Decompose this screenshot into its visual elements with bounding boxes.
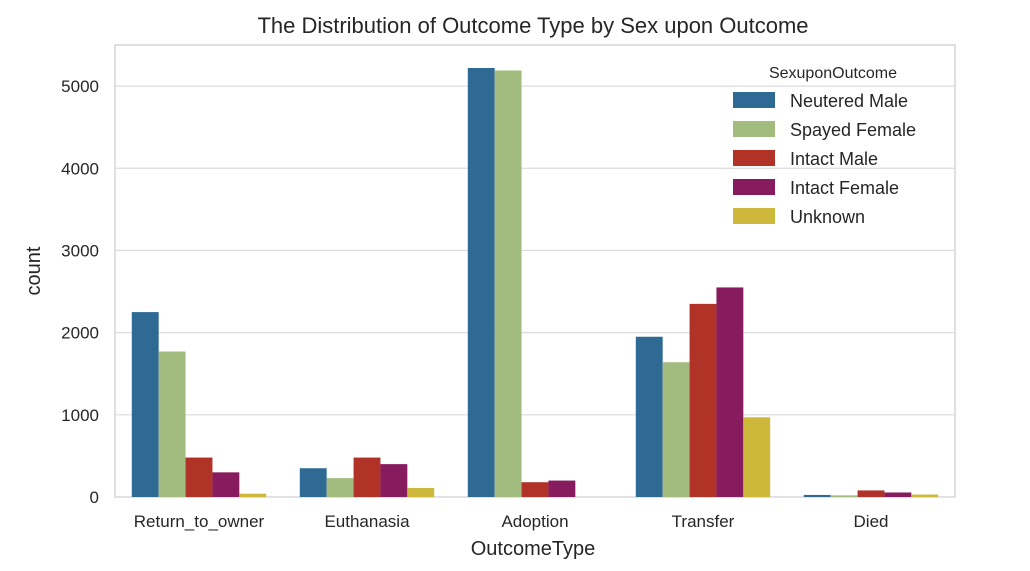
bar-unknown-died xyxy=(911,494,939,497)
y-tick-label: 1000 xyxy=(61,406,99,425)
bar-spayed-female-euthanasia xyxy=(326,478,354,497)
bar-intact-female-return_to_owner xyxy=(212,472,240,497)
bar-neutered-male-died xyxy=(803,494,831,497)
y-tick-label: 3000 xyxy=(61,241,99,260)
legend-label: Unknown xyxy=(790,207,865,227)
legend: SexuponOutcome Neutered Male Spayed Femal… xyxy=(733,65,916,227)
legend-swatch-spayed-female xyxy=(733,121,775,137)
legend-label: Spayed Female xyxy=(790,120,916,140)
bar-intact-female-adoption xyxy=(548,480,576,497)
legend-swatch-intact-female xyxy=(733,179,775,195)
legend-swatch-unknown xyxy=(733,208,775,224)
y-axis-ticks: 0 1000 2000 3000 4000 5000 xyxy=(61,77,99,507)
chart-title: The Distribution of Outcome Type by Sex … xyxy=(257,13,808,38)
y-axis-label: count xyxy=(23,246,45,295)
x-axis-ticks: Return_to_owner Euthanasia Adoption Transfe… xyxy=(134,512,889,531)
legend-swatch-intact-male xyxy=(733,150,775,166)
bar-unknown-euthanasia xyxy=(407,487,435,497)
bar-neutered-male-adoption xyxy=(467,68,495,497)
x-tick-label: Euthanasia xyxy=(324,512,410,531)
bar-spayed-female-return_to_owner xyxy=(158,351,186,497)
bar-intact-male-euthanasia xyxy=(353,457,381,497)
legend-title: SexuponOutcome xyxy=(769,65,897,82)
legend-label: Neutered Male xyxy=(790,91,908,111)
y-tick-label: 0 xyxy=(90,488,99,507)
bar-intact-female-died xyxy=(884,492,912,497)
bar-spayed-female-adoption xyxy=(494,70,522,497)
legend-label: Intact Male xyxy=(790,149,878,169)
x-tick-label: Died xyxy=(854,512,889,531)
bar-unknown-transfer xyxy=(743,417,771,497)
bar-intact-male-transfer xyxy=(689,303,717,497)
bar-unknown-return_to_owner xyxy=(239,493,267,497)
plot-area-background xyxy=(114,44,956,498)
y-tick-label: 4000 xyxy=(61,159,99,178)
bar-intact-female-euthanasia xyxy=(380,464,408,497)
bar-intact-male-died xyxy=(857,490,885,497)
bar-intact-female-transfer xyxy=(716,287,744,497)
bar-neutered-male-transfer xyxy=(635,336,663,497)
bars xyxy=(131,68,939,497)
legend-label: Intact Female xyxy=(790,178,899,198)
x-axis-label: OutcomeType xyxy=(471,538,596,560)
x-tick-label: Return_to_owner xyxy=(134,512,265,531)
y-tick-label: 2000 xyxy=(61,324,99,343)
bar-neutered-male-return_to_owner xyxy=(131,312,159,497)
x-tick-label: Adoption xyxy=(501,512,568,531)
bar-spayed-female-transfer xyxy=(662,362,690,497)
bar-neutered-male-euthanasia xyxy=(299,468,327,497)
bar-intact-male-return_to_owner xyxy=(185,457,213,497)
y-tick-label: 5000 xyxy=(61,77,99,96)
x-tick-label: Transfer xyxy=(672,512,735,531)
bar-intact-male-adoption xyxy=(521,482,549,497)
legend-swatch-neutered-male xyxy=(733,92,775,108)
bar-spayed-female-died xyxy=(830,495,858,497)
